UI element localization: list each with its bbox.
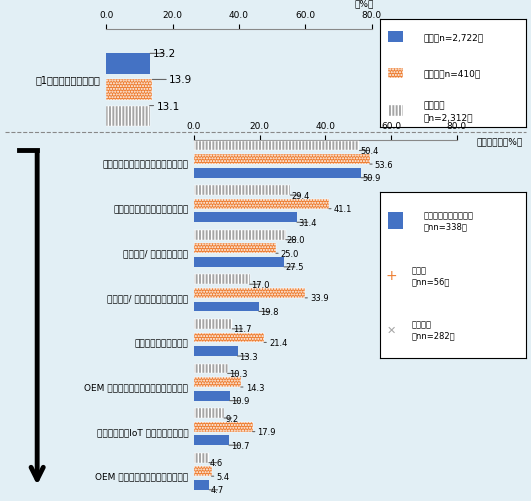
Bar	[194, 168, 361, 178]
Bar	[106, 106, 150, 127]
Text: 33.9: 33.9	[305, 294, 329, 303]
Text: 21.4: 21.4	[264, 338, 287, 347]
Text: （複数回答、%）: （複数回答、%）	[477, 137, 523, 146]
Bar	[194, 408, 224, 418]
Text: 4.7: 4.7	[209, 485, 224, 494]
Bar	[194, 333, 264, 343]
Text: 4.6: 4.6	[209, 458, 223, 467]
Text: 17.0: 17.0	[250, 280, 269, 289]
Bar	[194, 453, 209, 463]
Text: 31.4: 31.4	[297, 218, 317, 227]
Text: ✕: ✕	[387, 325, 396, 335]
Bar	[194, 435, 229, 445]
Bar	[194, 186, 290, 196]
Bar	[194, 199, 329, 209]
Text: 9.2: 9.2	[224, 414, 238, 423]
Text: +: +	[386, 269, 397, 283]
Bar	[194, 289, 305, 298]
Text: 19.8: 19.8	[259, 307, 279, 316]
Text: 28.0: 28.0	[286, 235, 305, 244]
Bar	[194, 364, 228, 374]
FancyBboxPatch shape	[388, 106, 403, 117]
Text: 25.0: 25.0	[276, 249, 299, 258]
Bar	[194, 141, 359, 151]
Bar	[194, 213, 297, 223]
Text: 41.1: 41.1	[329, 205, 352, 214]
Text: 全体（n=2,722）: 全体（n=2,722）	[423, 33, 484, 42]
Text: 10.3: 10.3	[228, 369, 247, 378]
Text: 13.9: 13.9	[152, 75, 192, 85]
Bar	[106, 54, 150, 75]
Bar	[194, 302, 259, 312]
Text: 13.2: 13.2	[150, 49, 176, 59]
Text: 50.9: 50.9	[361, 174, 381, 183]
Text: 中小企業
（nn=282）: 中小企業 （nn=282）	[412, 320, 456, 340]
Text: 5.4: 5.4	[211, 472, 229, 481]
Bar	[194, 155, 370, 165]
Text: 50.4: 50.4	[359, 147, 379, 156]
Bar	[194, 320, 232, 329]
Text: 27.5: 27.5	[284, 263, 304, 272]
Bar	[194, 347, 237, 356]
Text: 14.3: 14.3	[241, 383, 264, 392]
Text: （%）: （%）	[355, 0, 374, 9]
Text: 13.1: 13.1	[150, 101, 179, 111]
Bar	[194, 480, 209, 490]
Text: 11.7: 11.7	[232, 325, 252, 334]
FancyBboxPatch shape	[388, 69, 403, 79]
Text: 10.7: 10.7	[229, 441, 249, 450]
Bar	[194, 422, 253, 432]
FancyBboxPatch shape	[388, 32, 403, 43]
Bar	[194, 258, 284, 268]
Bar	[106, 80, 152, 101]
FancyBboxPatch shape	[388, 213, 403, 229]
Text: 大企業
（nn=56）: 大企業 （nn=56）	[412, 266, 450, 286]
Text: 13.3: 13.3	[237, 352, 258, 361]
Bar	[194, 377, 241, 387]
Bar	[194, 244, 276, 254]
Text: 中小企業
（n=2,312）: 中小企業 （n=2,312）	[423, 102, 473, 122]
Bar	[194, 230, 286, 240]
Text: 53.6: 53.6	[370, 160, 393, 169]
Text: 10.9: 10.9	[229, 396, 250, 405]
Text: 17.9: 17.9	[253, 427, 276, 436]
Bar	[194, 275, 250, 285]
Bar	[194, 391, 229, 401]
Bar	[194, 466, 211, 476]
Text: 大企業（n=410）: 大企業（n=410）	[423, 70, 481, 78]
Text: 29.4: 29.4	[290, 191, 310, 200]
Text: 生産を見直す企業全体
（nn=338）: 生産を見直す企業全体 （nn=338）	[423, 211, 474, 231]
